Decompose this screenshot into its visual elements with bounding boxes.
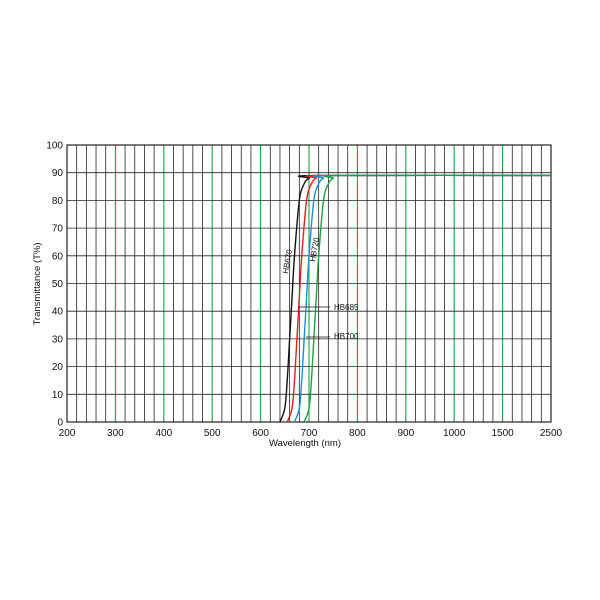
annotation-hb670: HB670	[281, 248, 294, 274]
x-tick-label: 300	[107, 428, 124, 439]
curves	[279, 174, 552, 423]
y-tick-label: 70	[52, 224, 64, 235]
x-tick-label: 500	[204, 428, 221, 439]
y-tick-label: 20	[52, 362, 64, 373]
y-tick-label: 80	[52, 196, 64, 207]
grid	[66, 144, 552, 423]
x-tick-label: 400	[155, 428, 172, 439]
x-tick-label: 1500	[491, 428, 514, 439]
x-tick-label: 600	[252, 428, 269, 439]
y-tick-label: 90	[52, 168, 64, 179]
y-tick-label: 0	[57, 418, 63, 429]
x-axis-title: Wavelength (nm)	[269, 438, 341, 449]
plot-frame	[66, 144, 552, 423]
series-line-hb720	[303, 174, 552, 423]
y-tick-label: 30	[52, 334, 64, 345]
x-tick-label: 2500	[540, 428, 563, 439]
x-tick-label: 200	[59, 428, 76, 439]
annotation-hb700: HB700	[334, 332, 359, 341]
curve-annotations: HB670 HB720 HB685 HB700	[281, 236, 359, 341]
y-tick-label: 100	[46, 141, 63, 152]
y-tick-label: 60	[52, 251, 64, 262]
x-tick-label: 900	[397, 428, 414, 439]
y-tick-label: 50	[52, 279, 64, 290]
series-line-hb685	[286, 174, 552, 423]
y-tick-label: 40	[52, 307, 64, 318]
x-tick-label: 700	[301, 428, 318, 439]
annotation-hb685: HB685	[334, 303, 359, 312]
x-tick-label: 800	[349, 428, 366, 439]
y-tick-label: 10	[52, 390, 64, 401]
annotation-hb720: HB720	[308, 236, 321, 262]
x-tick-label: 1000	[443, 428, 466, 439]
y-axis-title: Transmittance (T%)	[32, 242, 43, 325]
tick-labels: 200 300 400 500 600 700 800 900 1000 1500 2500 0 10 2…	[46, 141, 562, 440]
